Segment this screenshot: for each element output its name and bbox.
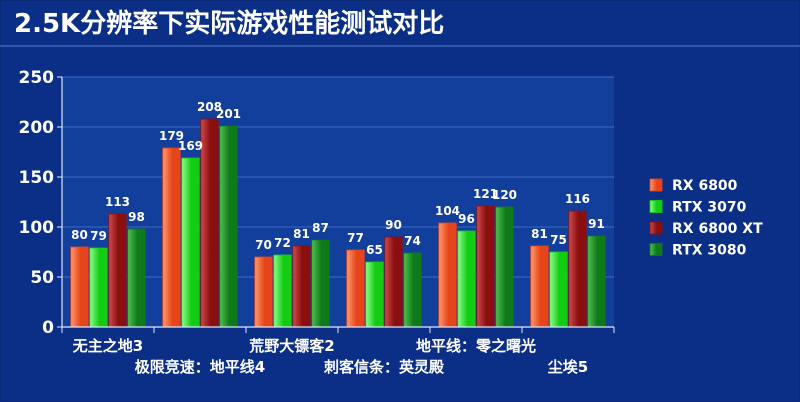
legend-label: RX 6800 XT [672, 221, 763, 237]
bar-rtx-3070 [549, 251, 568, 328]
data-label: 208 [197, 100, 222, 114]
data-label: 116 [565, 192, 590, 206]
bars-group [70, 118, 606, 328]
y-tick-label: 200 [19, 118, 55, 138]
data-label: 74 [404, 234, 421, 248]
data-label: 90 [385, 218, 402, 232]
bar-rx-6800 [254, 256, 273, 328]
bar-rtx-3070 [89, 247, 108, 328]
bar-rtx-3080 [587, 235, 606, 328]
x-category-label: 荒野大镖客2 [249, 337, 334, 355]
data-label: 79 [90, 229, 107, 243]
data-label: 65 [366, 243, 383, 257]
y-tick-label: 250 [19, 68, 55, 88]
y-tick-label: 150 [19, 168, 55, 188]
bar-rx-6800 [346, 249, 365, 328]
bar-rtx-3080 [219, 125, 238, 328]
bar-rtx-3070 [181, 157, 200, 328]
data-label: 169 [178, 139, 203, 153]
bar-rx-6800-xt [384, 236, 403, 328]
y-tick-label: 50 [30, 268, 54, 288]
legend-label: RTX 3080 [672, 243, 747, 259]
bar-rtx-3070 [365, 261, 384, 328]
bar-rtx-3080 [495, 206, 514, 328]
axes-group: 0 50 100 150 200 250 无主之地3 极限竞速：地平线4 荒野大镖客2 刺客信条：… [19, 68, 615, 376]
bar-rx-6800 [162, 147, 181, 328]
legend-swatch [649, 200, 663, 213]
bar-rtx-3080 [403, 252, 422, 328]
bar-rtx-3080 [311, 239, 330, 328]
x-category-label: 尘埃5 [548, 358, 588, 376]
bar-rx-6800 [70, 246, 89, 328]
bar-rx-6800 [530, 245, 549, 328]
data-label: 98 [128, 210, 145, 224]
x-category-label: 刺客信条：英灵殿 [324, 358, 445, 376]
data-label: 72 [274, 236, 291, 250]
y-tick-label: 100 [19, 218, 55, 238]
bar-rx-6800 [438, 222, 457, 328]
gridlines [62, 76, 614, 278]
data-label: 104 [435, 204, 460, 218]
legend-swatch [649, 178, 663, 192]
legend-swatch [649, 243, 663, 256]
x-category-label: 极限竞速：地平线4 [135, 358, 265, 376]
data-label: 75 [550, 233, 567, 247]
data-label: 91 [588, 217, 605, 231]
bar-rtx-3070 [273, 254, 292, 328]
data-label: 87 [312, 221, 329, 235]
x-category-label: 无主之地3 [72, 337, 143, 355]
data-label: 113 [105, 195, 130, 209]
bar-rx-6800-xt [292, 245, 311, 328]
bar-rx-6800-xt [568, 210, 587, 328]
y-tick-label: 0 [42, 318, 54, 338]
legend: RX 6800 RTX 3070 RX 6800 XT RTX 3080 [649, 178, 763, 259]
data-label: 81 [293, 227, 310, 241]
plot-area [62, 77, 614, 327]
legend-label: RX 6800 [672, 178, 738, 194]
data-label: 179 [159, 129, 184, 143]
data-label: 121 [473, 187, 498, 201]
bar-rx-6800-xt [476, 205, 495, 328]
legend-swatch [649, 221, 663, 235]
legend-label: RTX 3070 [672, 200, 747, 216]
bar-rx-6800-xt [200, 118, 219, 328]
bar-rtx-3070 [457, 230, 476, 328]
data-label: 80 [71, 228, 88, 242]
data-label: 77 [347, 231, 364, 245]
chart-title: 2.5K分辨率下实际游戏性能测试对比 [14, 8, 444, 39]
data-label: 96 [458, 212, 475, 226]
bar-rtx-3080 [127, 228, 146, 328]
data-label: 201 [216, 107, 241, 121]
data-label: 81 [531, 227, 548, 241]
data-label: 70 [255, 238, 272, 252]
x-category-label: 地平线：零之曙光 [416, 337, 536, 355]
data-label: 120 [492, 188, 517, 202]
bar-rx-6800-xt [108, 213, 127, 328]
